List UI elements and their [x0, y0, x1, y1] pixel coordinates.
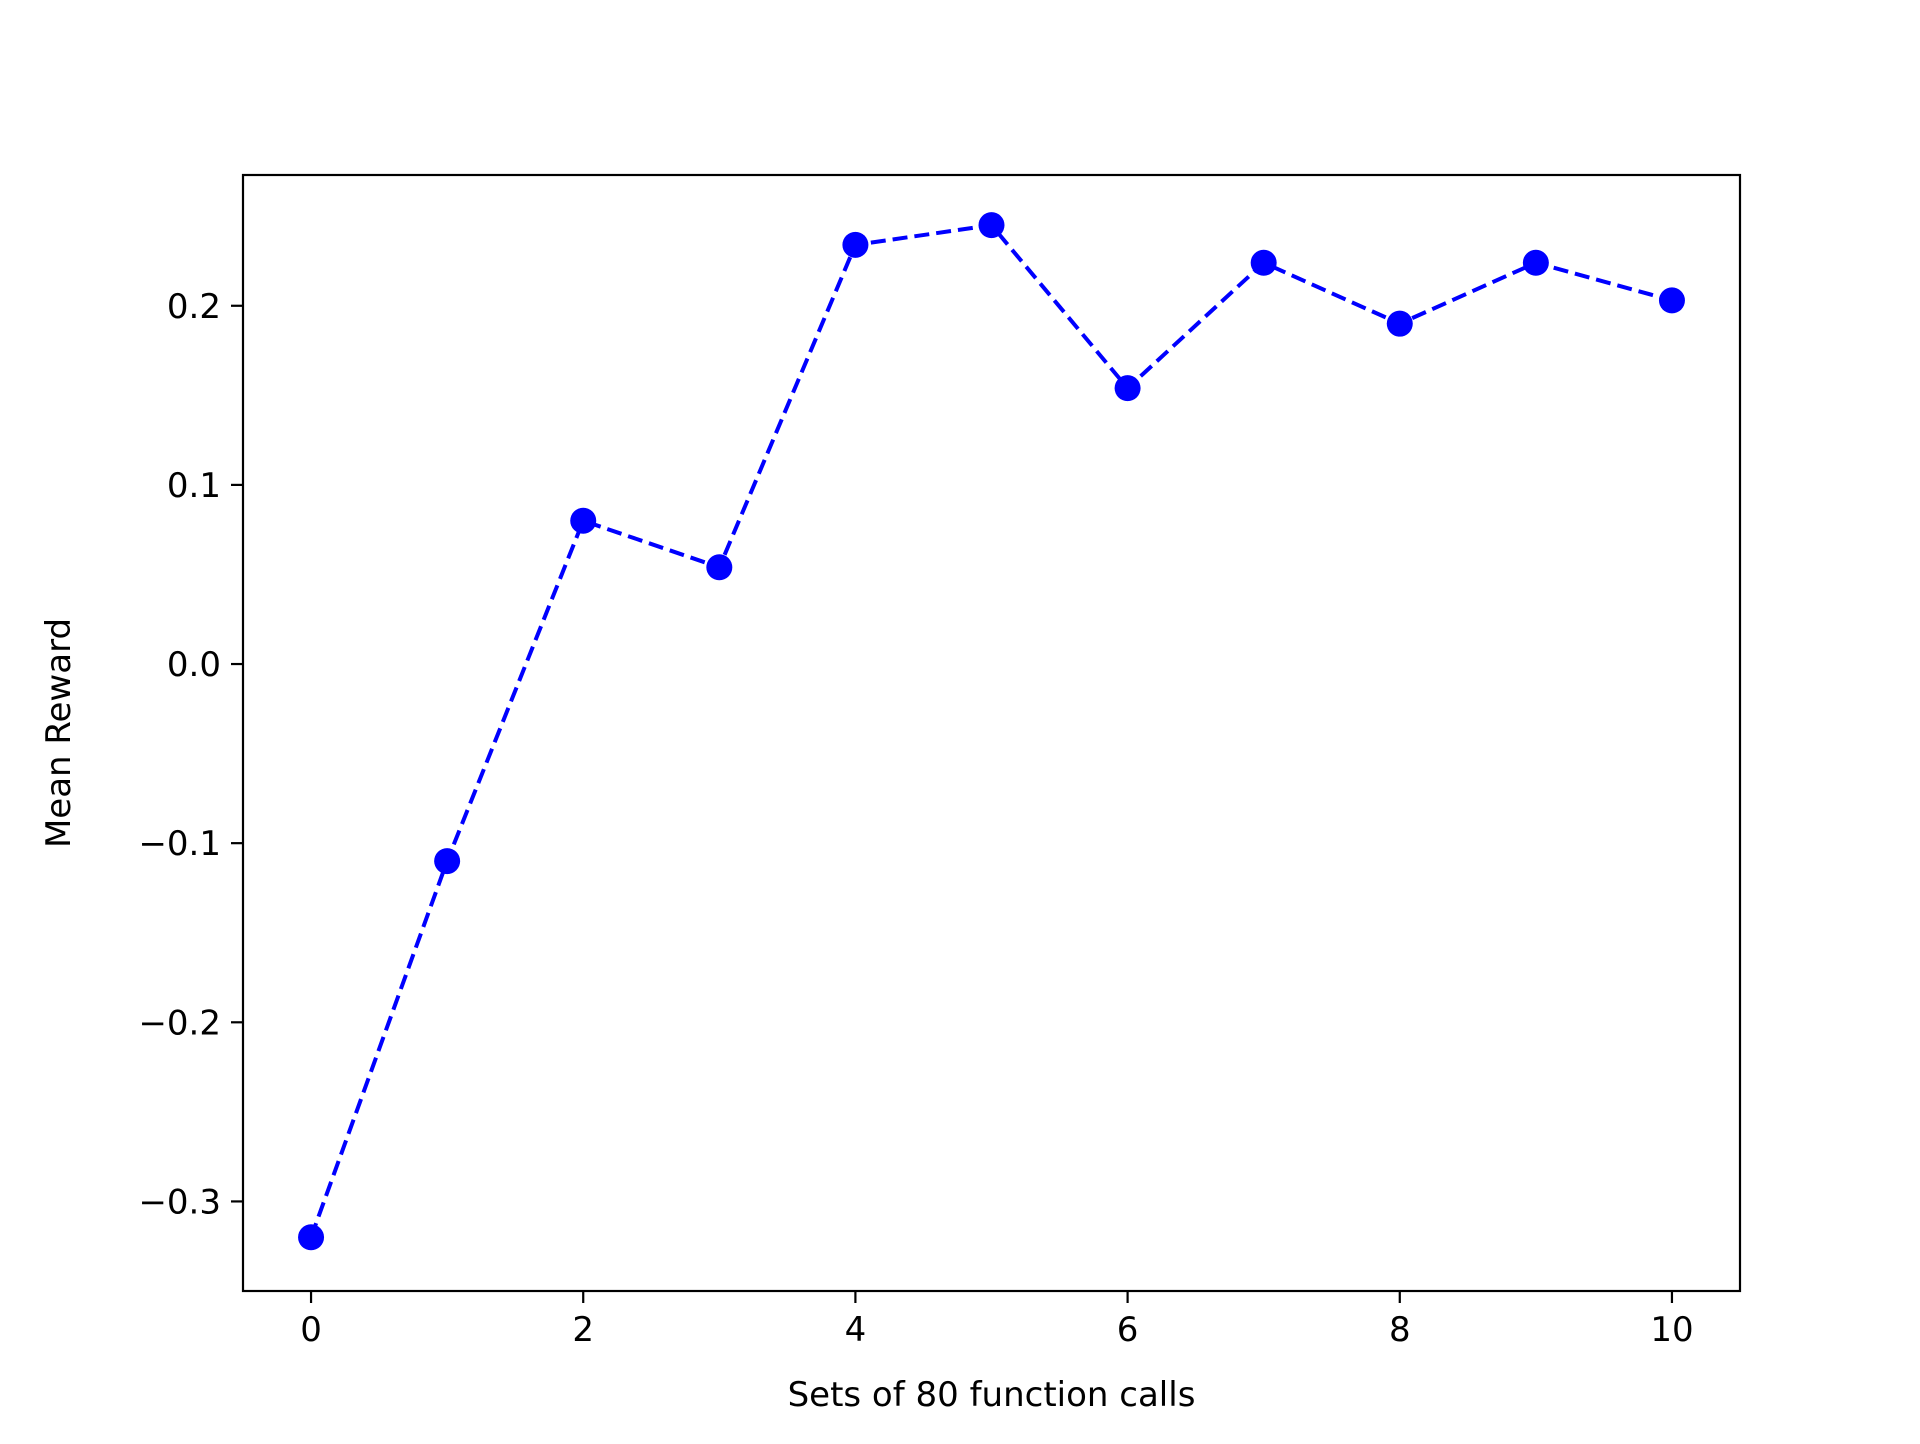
data-point	[706, 554, 733, 581]
x-tick-label: 4	[845, 1310, 867, 1350]
x-tick-label: 8	[1389, 1310, 1411, 1350]
plot-frame	[241, 173, 1742, 1293]
x-tick-label: 10	[1650, 1310, 1693, 1350]
data-point	[842, 231, 869, 258]
data-point	[978, 212, 1005, 239]
y-tick-label: 0.0	[167, 645, 221, 685]
y-axis-ticks: −0.3 −0.2 −0.1 0.0 0.1 0.2	[138, 287, 243, 1222]
data-point	[434, 848, 461, 875]
x-axis-ticks: 0 2 4 6 8 10	[300, 1291, 1694, 1350]
y-tick-label: −0.3	[138, 1182, 221, 1222]
x-tick-label: 2	[572, 1310, 594, 1350]
x-axis-label: Sets of 80 function calls	[788, 1375, 1196, 1415]
data-point	[570, 507, 597, 534]
x-tick-label: 6	[1117, 1310, 1139, 1350]
y-tick-label: 0.1	[167, 466, 221, 506]
data-point	[1386, 310, 1413, 337]
data-point	[1522, 249, 1549, 276]
x-tick-label: 0	[300, 1310, 322, 1350]
data-point	[1250, 249, 1277, 276]
y-axis-label: Mean Reward	[39, 618, 79, 848]
data-point	[1114, 375, 1141, 402]
series-layer	[298, 212, 1685, 1251]
data-point	[1658, 287, 1685, 314]
y-tick-label: −0.1	[138, 824, 221, 864]
data-point	[298, 1224, 325, 1251]
y-tick-label: −0.2	[138, 1003, 221, 1043]
y-tick-label: 0.2	[167, 287, 221, 327]
